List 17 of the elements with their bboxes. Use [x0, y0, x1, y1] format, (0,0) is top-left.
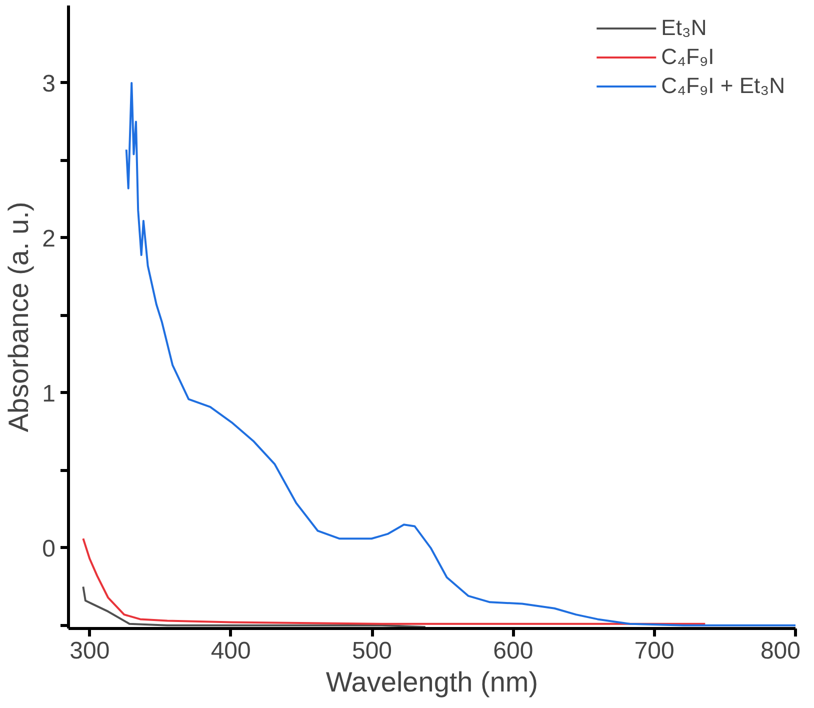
- x-axis-title: Wavelength (nm): [326, 666, 538, 698]
- x-tick-label: 300: [70, 638, 110, 664]
- x-tick-label: 800: [760, 638, 801, 664]
- x-tick-label: 600: [493, 638, 534, 664]
- legend-label: C₄F₉I + Et₃N: [661, 73, 785, 99]
- y-tick-label: 2: [42, 225, 56, 252]
- y-tick-label: 3: [42, 70, 56, 98]
- y-tick-label: 1: [42, 380, 56, 408]
- legend-label: C₄F₉I: [661, 44, 714, 70]
- x-tick-label: 400: [210, 638, 251, 664]
- x-tick-label: 700: [634, 638, 674, 664]
- y-tick-label: 0: [42, 535, 56, 562]
- line-series: [82, 586, 426, 628]
- line-series: [82, 538, 706, 625]
- x-tick-label: 500: [352, 638, 392, 664]
- y-axis-title: Absorbance (a. u.): [3, 202, 34, 432]
- legend-label: Et₃N: [661, 15, 707, 41]
